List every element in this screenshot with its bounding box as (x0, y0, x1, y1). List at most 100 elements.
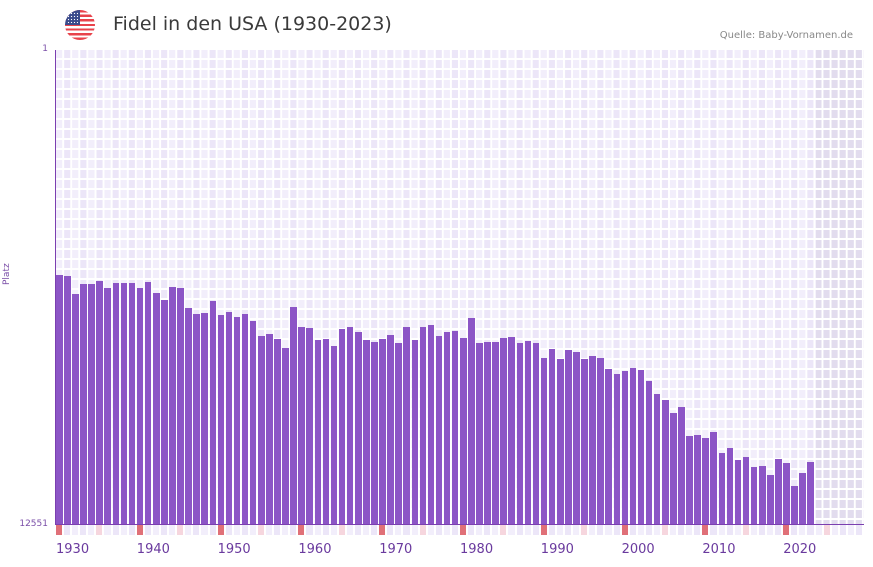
decade-marker (460, 525, 467, 535)
x-label-1930: 1930 (56, 542, 90, 557)
year-marker (241, 525, 248, 535)
year-marker (266, 525, 273, 535)
bar-1932 (72, 294, 79, 525)
year-marker (161, 525, 168, 535)
bar-2018 (767, 475, 774, 525)
bar-1984 (492, 342, 499, 525)
year-marker (435, 525, 442, 535)
bar-1981 (468, 318, 475, 525)
year-marker (249, 525, 256, 535)
bar-1990 (540, 358, 548, 525)
half-decade-marker (258, 525, 265, 535)
y-axis-title: Platz (2, 263, 12, 285)
half-decade-marker (742, 525, 749, 535)
bar-1980 (460, 338, 467, 525)
year-marker (815, 525, 822, 535)
y-axis-line (55, 50, 56, 525)
decade-marker (56, 525, 63, 535)
year-marker (524, 525, 531, 535)
bar-2017 (758, 466, 766, 525)
year-marker (686, 525, 693, 535)
year-marker (120, 525, 127, 535)
year-marker (274, 525, 281, 535)
bar-1994 (573, 352, 580, 525)
bar-2011 (710, 432, 718, 525)
year-marker (403, 525, 410, 535)
x-label-2020: 2020 (783, 542, 817, 557)
bar-2000 (621, 371, 629, 525)
bar-1977 (435, 335, 443, 525)
bar-1974 (411, 340, 419, 525)
half-decade-marker (500, 525, 507, 535)
bar-2006 (670, 413, 677, 525)
bar-1988 (524, 340, 532, 525)
year-marker (128, 525, 135, 535)
bar-1983 (484, 342, 491, 525)
year-marker (613, 525, 620, 535)
year-marker (371, 525, 378, 535)
bar-1989 (532, 343, 540, 525)
x-label-1990: 1990 (540, 542, 574, 557)
bar-1967 (354, 332, 362, 525)
bar-2003 (645, 381, 653, 525)
bar-1944 (169, 287, 176, 525)
bar-1996 (589, 356, 596, 525)
x-label-1950: 1950 (217, 542, 251, 557)
year-marker (670, 525, 677, 535)
half-decade-marker (662, 525, 669, 535)
year-marker (694, 525, 701, 535)
bar-1947 (193, 314, 200, 525)
bar-2023 (807, 462, 815, 525)
half-decade-marker (96, 525, 103, 535)
bar-1982 (476, 343, 483, 525)
bar-1945 (177, 288, 184, 525)
year-marker (395, 525, 402, 535)
bar-1956 (266, 334, 273, 525)
decade-marker (136, 525, 143, 535)
bar-1952 (233, 317, 241, 525)
bar-1938 (120, 283, 128, 525)
year-marker (152, 525, 160, 535)
bar-1979 (451, 331, 459, 525)
year-marker (710, 525, 717, 535)
year-marker (718, 525, 725, 535)
year-marker (451, 525, 458, 535)
bar-1957 (274, 339, 281, 525)
bar-1991 (548, 349, 556, 525)
year-marker (791, 525, 798, 535)
year-marker (855, 525, 862, 535)
bar-1959 (290, 307, 297, 525)
bar-2007 (678, 407, 685, 525)
x-label-1940: 1940 (136, 542, 170, 557)
bar-1951 (225, 312, 233, 525)
bar-2020 (783, 463, 790, 525)
x-label-1960: 1960 (298, 542, 332, 557)
bar-1976 (427, 325, 435, 525)
year-marker (508, 525, 515, 535)
year-marker (201, 525, 208, 535)
year-marker (597, 525, 604, 535)
bar-1993 (565, 350, 572, 525)
year-marker (193, 525, 200, 535)
bar-1950 (217, 315, 225, 525)
plot-area (56, 50, 864, 525)
year-marker (831, 525, 838, 535)
year-marker (807, 525, 814, 535)
bar-1960 (298, 327, 305, 525)
year-marker (290, 525, 297, 535)
year-marker (548, 525, 555, 535)
year-marker (169, 525, 176, 535)
bar-1987 (516, 343, 524, 525)
year-marker (492, 525, 499, 535)
year-marker (282, 525, 289, 535)
year-marker (758, 525, 766, 535)
year-marker (80, 525, 87, 535)
bar-1966 (346, 327, 354, 525)
year-marker (532, 525, 539, 535)
bar-1936 (104, 288, 112, 525)
bar-1972 (395, 343, 402, 525)
bar-2014 (734, 460, 742, 525)
bar-1941 (144, 282, 152, 525)
year-marker (185, 525, 192, 535)
bar-2016 (750, 467, 758, 525)
